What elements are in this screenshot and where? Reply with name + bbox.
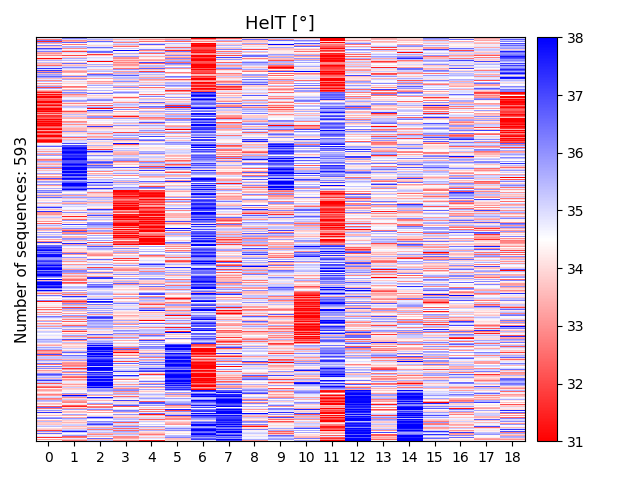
Title: HelT [°]: HelT [°] [245, 15, 315, 33]
Y-axis label: Number of sequences: 593: Number of sequences: 593 [15, 136, 30, 343]
